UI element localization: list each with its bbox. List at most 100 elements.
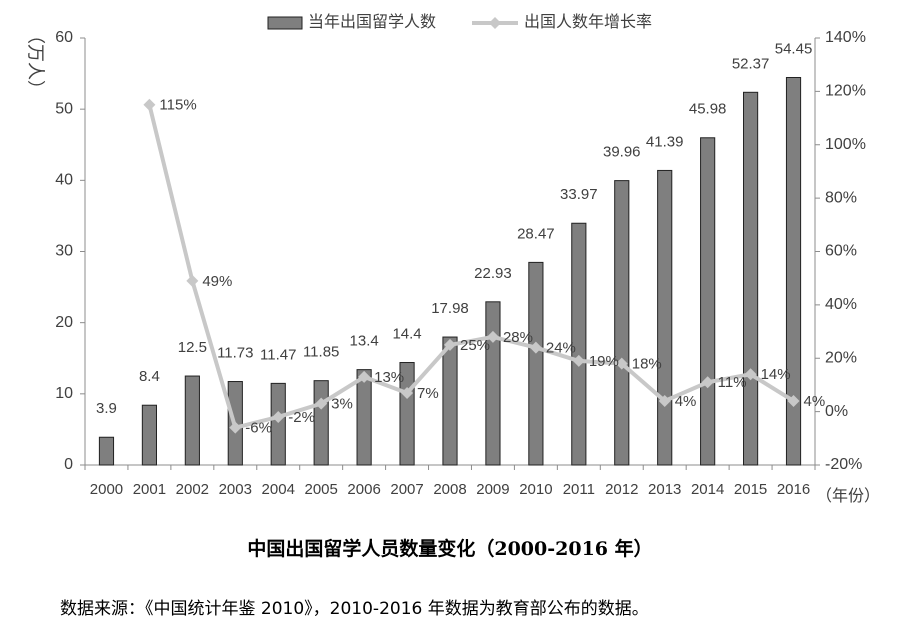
chart-caption: 中国出国留学人员数量变化（2000-2016 年） (247, 538, 653, 560)
x-tick-label: 2012 (605, 481, 638, 498)
bar-value-label: 33.97 (560, 186, 598, 203)
legend: 当年出国留学人数 出国人数年增长率 (267, 13, 652, 31)
line-point (615, 357, 628, 370)
y-right-tick-label: 120% (825, 83, 866, 100)
line-point (744, 368, 757, 381)
y-left-tick-label: 10 (55, 385, 73, 402)
bar (270, 382, 286, 466)
x-tick-label: 2016 (777, 481, 810, 498)
bar-value-label: 52.37 (732, 55, 770, 72)
bar-value-label: 3.9 (96, 400, 117, 417)
x-tick-label: 2008 (433, 481, 466, 498)
axes: 0 10 20 30 40 50 60 -20% 0% 20% 40% 60% 80% 100% 120% 1… (25, 26, 880, 505)
bar-value-label: 39.96 (603, 144, 641, 161)
legend-bar-label: 当年出国留学人数 (308, 13, 436, 31)
bar-value-label: 17.98 (431, 300, 469, 317)
line-value-label: 7% (417, 385, 439, 402)
line-value-label: 3% (331, 396, 353, 413)
y-right-tick-label: 0% (825, 403, 848, 420)
bar (528, 261, 544, 466)
y-right-tick-label: 60% (825, 243, 857, 260)
x-tick-label: 2003 (219, 481, 252, 498)
bar-value-label: 8.4 (139, 368, 160, 385)
x-tick-label: 2000 (90, 481, 123, 498)
x-tick-label: 2007 (390, 481, 423, 498)
line-point (315, 397, 328, 410)
legend-bar-swatch (267, 16, 303, 30)
bar (98, 436, 115, 466)
bar-value-label: 11.47 (260, 346, 296, 363)
line-point (658, 394, 671, 407)
x-tick-label: 2014 (691, 481, 724, 498)
legend-line-label: 出国人数年增长率 (524, 13, 652, 31)
line-point (401, 386, 414, 399)
y-axis-title: （万人） (25, 26, 45, 98)
bar (313, 380, 329, 466)
bar-value-label: 11.73 (217, 344, 253, 361)
y-right-tick-label: 20% (825, 349, 857, 366)
bar (571, 222, 587, 466)
bar-value-label: 12.5 (178, 339, 207, 356)
legend-line-marker (489, 17, 501, 29)
line-point (444, 338, 456, 351)
y-right-tick-label: -20% (825, 456, 862, 473)
y-left-tick-label: 40 (55, 172, 73, 189)
x-tick-label: 2011 (563, 481, 595, 498)
line-value-label: 28% (503, 329, 533, 346)
chart: 当年出国留学人数 出国人数年增长率 0 10 20 30 40 50 60 -20% 0% 20% 4… (25, 13, 880, 505)
x-tick-label: 2009 (476, 481, 509, 498)
bar (700, 137, 716, 466)
bar (141, 404, 157, 466)
line-value-label: 49% (202, 273, 232, 290)
line-value-label: 25% (460, 337, 490, 354)
x-tick-label: 2005 (304, 481, 337, 498)
bar (356, 369, 372, 466)
bar-value-label: 54.45 (775, 40, 813, 57)
line-value-label: -2% (288, 409, 315, 426)
bar-value-label: 14.4 (392, 325, 421, 342)
bar (442, 336, 458, 466)
bar-value-label: 45.98 (689, 101, 727, 118)
y-right-tick-label: 100% (825, 136, 866, 153)
line-point (787, 394, 800, 407)
line-point (486, 330, 499, 343)
x-tick-label: 2013 (648, 481, 681, 498)
source-note: 数据来源：《中国统计年鉴 2010》，2010-2016 年数据为教育部公布的数… (60, 599, 649, 619)
line-value-label: 24% (546, 340, 576, 357)
y-left-tick-label: 20 (55, 314, 73, 331)
line-value-label: 11% (718, 374, 747, 391)
line-value-label: 19% (589, 353, 619, 370)
y-right-tick-label: 140% (825, 29, 866, 46)
x-tick-label: 2015 (734, 481, 767, 498)
line-point (143, 98, 156, 111)
data-labels: 3.9 8.4 12.5 11.73 11.47 11.85 13.4 14.4 17.98 22… (96, 40, 825, 436)
y-left-tick-label: 30 (55, 243, 73, 260)
x-tick-label: 2006 (347, 481, 380, 498)
bar (743, 91, 759, 466)
bar (184, 375, 200, 466)
line-value-label: 14% (761, 366, 791, 383)
bar-value-label: 22.93 (474, 265, 512, 282)
y-right-tick-label: 40% (825, 296, 857, 313)
line-point (229, 421, 242, 434)
line-point (701, 376, 714, 389)
line-series (143, 98, 800, 434)
bar (657, 169, 673, 466)
bar-value-label: 28.47 (517, 225, 555, 242)
y-left-tick-label: 0 (64, 456, 73, 473)
bar-value-label: 41.39 (646, 133, 684, 150)
bar (485, 301, 501, 466)
line-value-label: -6% (245, 420, 272, 437)
x-tick-label: 2002 (176, 481, 209, 498)
y-left-tick-label: 60 (55, 29, 73, 46)
line-point (358, 370, 371, 383)
line-value-label: 4% (675, 393, 697, 410)
x-tick-label: 2010 (519, 481, 552, 498)
line-value-label: 115% (159, 97, 196, 114)
line-point (572, 354, 585, 367)
x-axis-title: （年份） (816, 487, 880, 505)
x-tick-label: 2004 (262, 481, 295, 498)
bar (785, 76, 802, 466)
line-value-label: 18% (632, 356, 662, 373)
line-point (272, 410, 285, 423)
